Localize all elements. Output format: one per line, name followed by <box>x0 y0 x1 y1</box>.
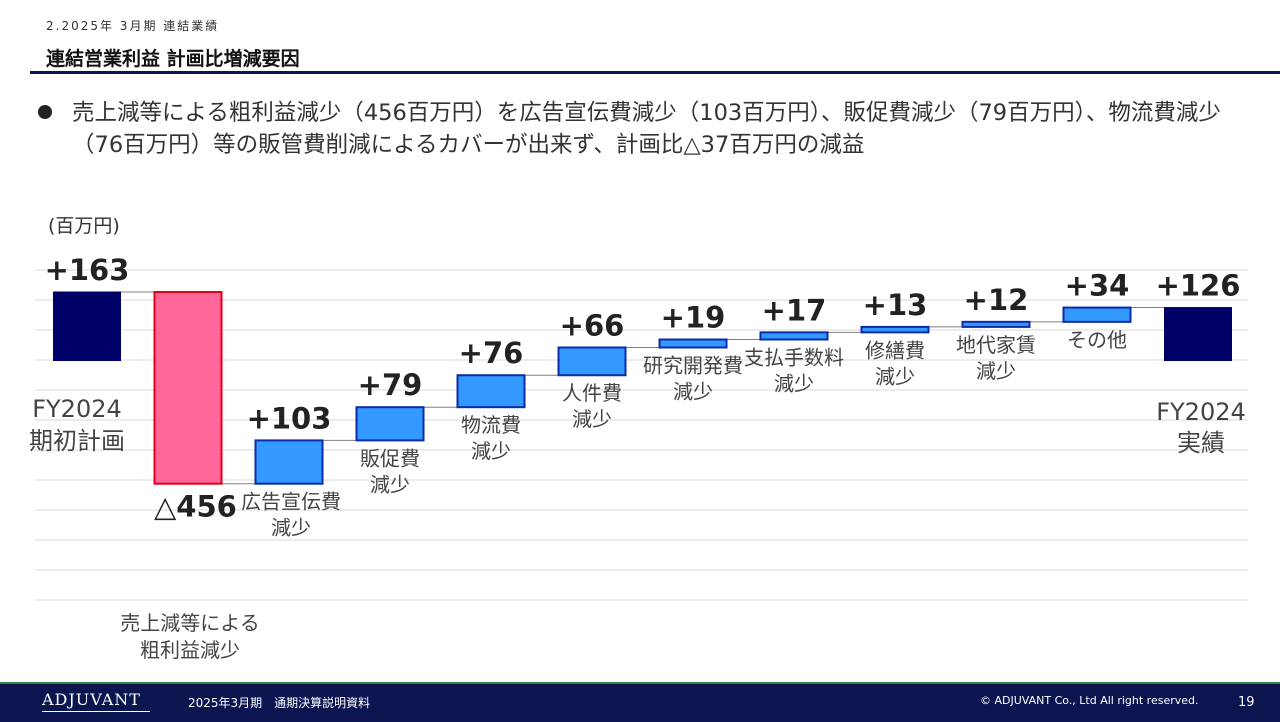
bar-11 <box>1062 306 1132 323</box>
value-label: +66 <box>560 308 625 342</box>
value-label: +163 <box>45 253 130 287</box>
category-label: 研究開発費減少 <box>643 353 743 403</box>
category-label-line: その他 <box>1067 328 1127 352</box>
category-label: 物流費減少 <box>461 413 521 463</box>
bar-7 <box>658 338 728 349</box>
category-label: 売上減等による粗利益減少 <box>120 611 259 662</box>
category-label-line: 減少 <box>572 407 612 431</box>
category-label-line: 実績 <box>1177 429 1225 457</box>
category-label-line: 支払手数料 <box>744 346 844 370</box>
bar-8 <box>759 331 829 341</box>
category-label-line: 地代家賃 <box>956 333 1036 357</box>
chart-unit-label: (百万円) <box>48 215 120 237</box>
bar-3 <box>254 439 324 485</box>
page-title: 連結営業利益 計画比増減要因 <box>46 48 300 70</box>
footer-logo: ADJUVANT <box>42 690 141 709</box>
bar-4 <box>355 406 425 442</box>
value-label: +34 <box>1065 269 1130 303</box>
value-label: +126 <box>1156 269 1241 303</box>
category-label-line: 減少 <box>673 379 713 403</box>
category-label-line: FY2024 <box>32 395 122 423</box>
value-label: +19 <box>661 301 726 335</box>
bar-5 <box>456 374 526 409</box>
category-label: 支払手数料減少 <box>744 346 844 396</box>
value-label: +13 <box>863 288 928 322</box>
footer-document-title: 2025年3月期 通期決算説明資料 <box>188 696 371 710</box>
category-label-line: 研究開発費 <box>643 353 743 377</box>
category-label: 広告宣伝費減少 <box>241 490 341 540</box>
value-label: +79 <box>358 368 423 402</box>
summary-text: 売上減等による粗利益減少（456百万円）を広告宣伝費減少（103百万円）、販促費… <box>72 100 1221 158</box>
category-label-line: 広告宣伝費 <box>241 490 341 514</box>
category-label-line: 期初計画 <box>29 427 125 455</box>
section-label: 2.2025年 3月期 連結業績 <box>46 19 220 33</box>
category-label-line: 物流費 <box>461 413 521 437</box>
footer-copyright: © ADJUVANT Co., Ltd All right reserved. <box>980 694 1199 707</box>
value-label: +12 <box>964 283 1029 317</box>
waterfall-chart: +163 △456 +103 +79 +76 +66 +19 +17 +13 +12 +34 +126… <box>29 253 1248 662</box>
category-label-line: 売上減等による <box>120 611 259 635</box>
category-label-line: 販促費 <box>360 446 420 470</box>
category-label-line: 減少 <box>875 364 915 388</box>
category-label-line: 減少 <box>976 359 1016 383</box>
bar-2 <box>153 291 223 485</box>
bullet-icon <box>38 105 52 119</box>
value-label: +17 <box>762 293 827 327</box>
bar-1 <box>53 291 121 362</box>
footer: ADJUVANT 2025年3月期 通期決算説明資料 © ADJUVANT Co… <box>0 682 1280 722</box>
bar-9 <box>860 325 930 334</box>
footer-logo-underline <box>42 711 150 712</box>
category-label: FY2024 実績 <box>1156 398 1246 457</box>
category-label-line: 修繕費 <box>865 338 925 362</box>
category-label-line: 減少 <box>370 472 410 496</box>
category-label-line: 減少 <box>471 439 511 463</box>
category-label: FY2024 期初計画 <box>29 395 125 455</box>
category-label-line: 人件費 <box>562 381 622 405</box>
bar-10 <box>961 320 1031 328</box>
bar-6 <box>557 346 627 377</box>
bar-12 <box>1164 307 1232 362</box>
category-label: 販促費減少 <box>360 446 420 496</box>
category-label: 修繕費減少 <box>865 338 925 388</box>
category-label: その他 <box>1067 328 1127 352</box>
page-number: 19 <box>1238 695 1255 710</box>
value-label: +76 <box>459 336 524 370</box>
value-label: +103 <box>247 401 332 435</box>
category-label-line: 減少 <box>271 516 311 540</box>
category-label-line: 粗利益減少 <box>140 638 240 662</box>
category-label: 地代家賃減少 <box>956 333 1036 383</box>
category-label: 人件費減少 <box>562 381 622 431</box>
category-label-line: 減少 <box>774 372 814 396</box>
title-rule <box>30 71 1280 74</box>
value-label: △456 <box>154 490 237 524</box>
category-label-line: FY2024 <box>1156 398 1246 426</box>
